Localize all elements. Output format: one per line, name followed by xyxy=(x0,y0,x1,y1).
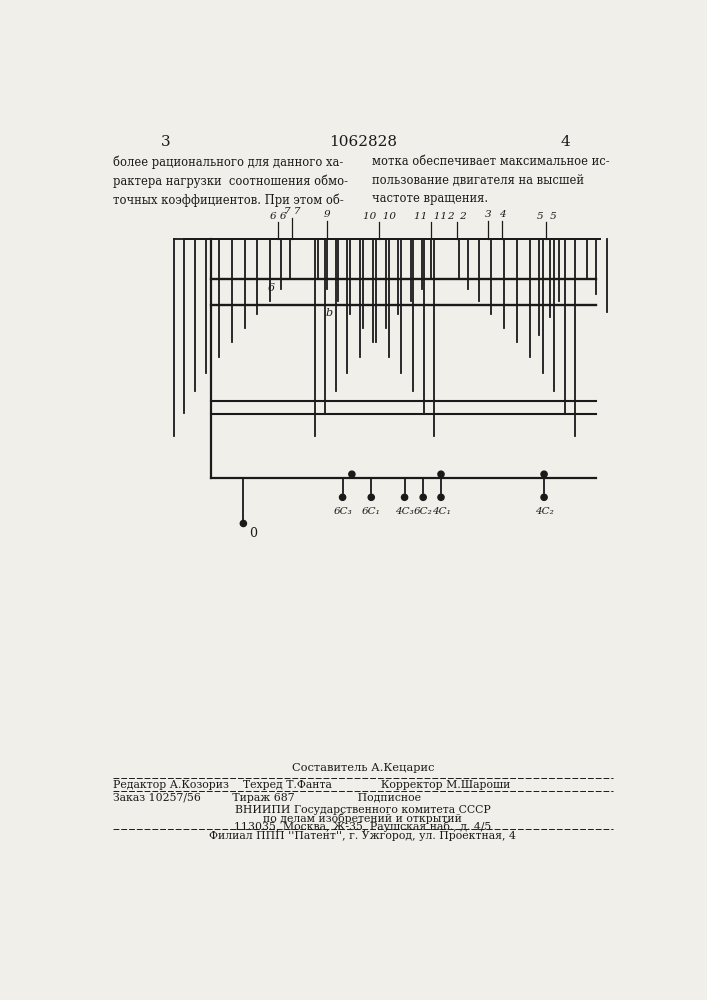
Text: 7 7: 7 7 xyxy=(284,207,300,216)
Text: Заказ 10257/56         Тираж 687                  Подписное: Заказ 10257/56 Тираж 687 Подписное xyxy=(113,793,421,803)
Text: 1062828: 1062828 xyxy=(329,135,397,149)
Text: 6C₃: 6C₃ xyxy=(333,507,352,516)
Text: по делам изобретений и открытий: по делам изобретений и открытий xyxy=(263,813,462,824)
Text: ВНИИПИ Государственного комитета СССР: ВНИИПИ Государственного комитета СССР xyxy=(235,805,491,815)
Circle shape xyxy=(368,494,374,500)
Text: 6C₁: 6C₁ xyxy=(362,507,380,516)
Text: 11  11: 11 11 xyxy=(414,212,448,221)
Text: 4: 4 xyxy=(499,210,506,219)
Circle shape xyxy=(541,494,547,500)
Text: b: b xyxy=(325,308,332,318)
Text: мотка обеспечивает максимальное ис-
пользование двигателя на высшей
частоте вращ: мотка обеспечивает максимальное ис- поль… xyxy=(372,155,609,205)
Text: 4: 4 xyxy=(560,135,570,149)
Text: Редактор А.Козориз    Техред Т.Фанта              Корректор М.Шароши: Редактор А.Козориз Техред Т.Фанта Коррек… xyxy=(113,780,510,790)
Circle shape xyxy=(349,471,355,477)
Circle shape xyxy=(240,520,247,527)
Circle shape xyxy=(339,494,346,500)
Text: 113035, Москва, Ж-35, Раушская наб., д. 4/5: 113035, Москва, Ж-35, Раушская наб., д. … xyxy=(234,821,491,832)
Circle shape xyxy=(541,471,547,477)
Text: 2  2: 2 2 xyxy=(448,212,467,221)
Circle shape xyxy=(402,494,408,500)
Text: Филиал ППП ''Патент'', г. Ужгород, ул. Проектная, 4: Филиал ППП ''Патент'', г. Ужгород, ул. П… xyxy=(209,831,516,841)
Text: 3: 3 xyxy=(485,210,491,219)
Text: более рационального для данного ха-
рактера нагрузки  соотношения обмо-
точных к: более рационального для данного ха- ракт… xyxy=(113,155,348,207)
Text: Составитель А.Кецарис: Составитель А.Кецарис xyxy=(291,763,434,773)
Text: 10  10: 10 10 xyxy=(363,212,395,221)
Circle shape xyxy=(438,471,444,477)
Text: 0: 0 xyxy=(250,527,257,540)
Text: 4C₁: 4C₁ xyxy=(432,507,450,516)
Text: 9: 9 xyxy=(324,210,330,219)
Text: 3: 3 xyxy=(161,135,170,149)
Text: 6 6: 6 6 xyxy=(270,212,286,221)
Text: 6C₂: 6C₂ xyxy=(414,507,433,516)
Text: 4C₂: 4C₂ xyxy=(534,507,554,516)
Text: 5  5: 5 5 xyxy=(537,212,556,221)
Text: 6: 6 xyxy=(268,283,275,293)
Text: 4C₃: 4C₃ xyxy=(395,507,414,516)
Circle shape xyxy=(420,494,426,500)
Circle shape xyxy=(438,494,444,500)
